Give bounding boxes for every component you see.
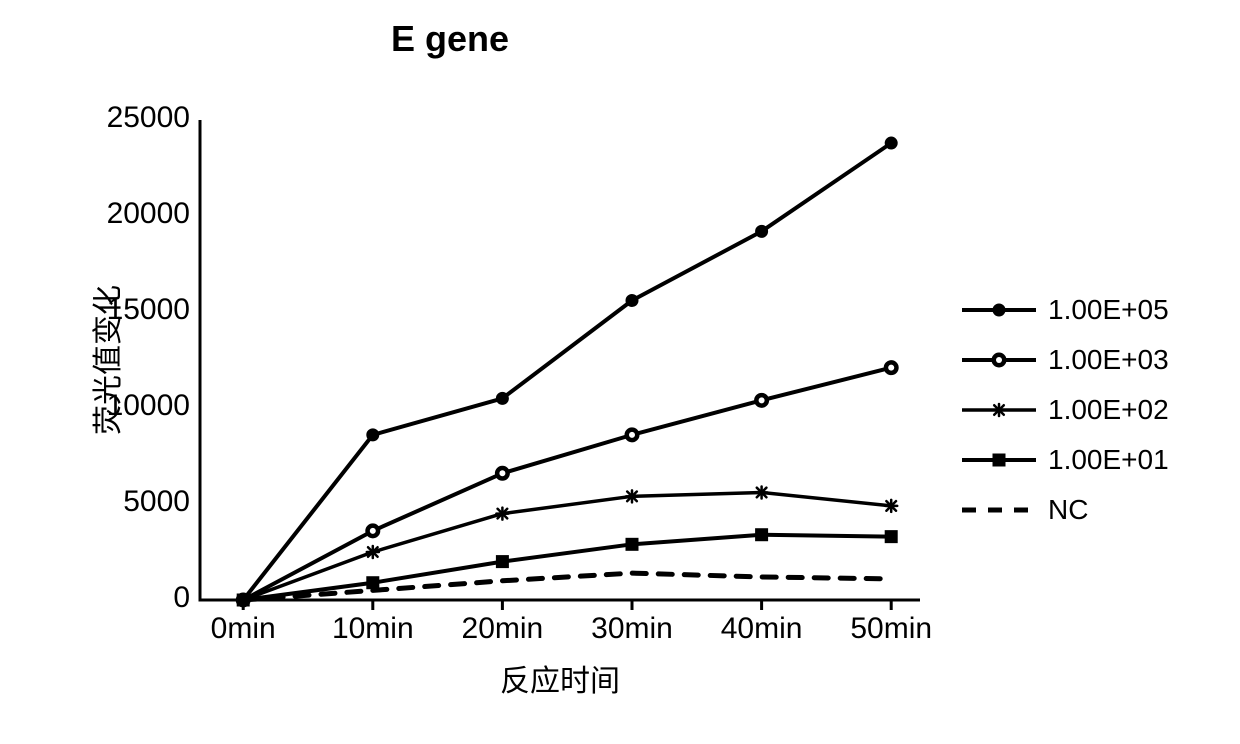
legend-item: 1.00E+02: [960, 388, 1169, 432]
legend-item: 1.00E+01: [960, 438, 1169, 482]
legend-label: NC: [1048, 494, 1088, 526]
series-line: [243, 143, 891, 600]
legend-item: 1.00E+03: [960, 338, 1169, 382]
legend-label: 1.00E+03: [1048, 344, 1169, 376]
legend-sample-icon: [960, 498, 1038, 522]
y-tick-label: 25000: [70, 101, 190, 135]
plot-area: [200, 120, 960, 640]
legend-label: 1.00E+01: [1048, 444, 1169, 476]
legend-sample-icon: [960, 448, 1038, 472]
legend-label: 1.00E+02: [1048, 394, 1169, 426]
legend-sample-icon: [960, 298, 1038, 322]
legend-sample-icon: [960, 398, 1038, 422]
legend: 1.00E+05 1.00E+03 1.00E+02 1.00E+01 NC: [960, 288, 1169, 538]
legend-label: 1.00E+05: [1048, 294, 1169, 326]
y-tick-label: 20000: [70, 197, 190, 231]
series-line: [243, 535, 891, 600]
x-axis-label: 反应时间: [200, 656, 920, 700]
y-tick-label: 10000: [70, 389, 190, 423]
legend-sample-icon: [960, 348, 1038, 372]
y-tick-label: 0: [70, 581, 190, 615]
legend-item: 1.00E+05: [960, 288, 1169, 332]
chart-container: E gene 荧光值变化 反应时间 0500010000150002000025…: [0, 0, 1240, 744]
y-tick-label: 15000: [70, 293, 190, 327]
chart-title: E gene: [0, 18, 900, 60]
legend-item: NC: [960, 488, 1169, 532]
y-tick-label: 5000: [70, 485, 190, 519]
